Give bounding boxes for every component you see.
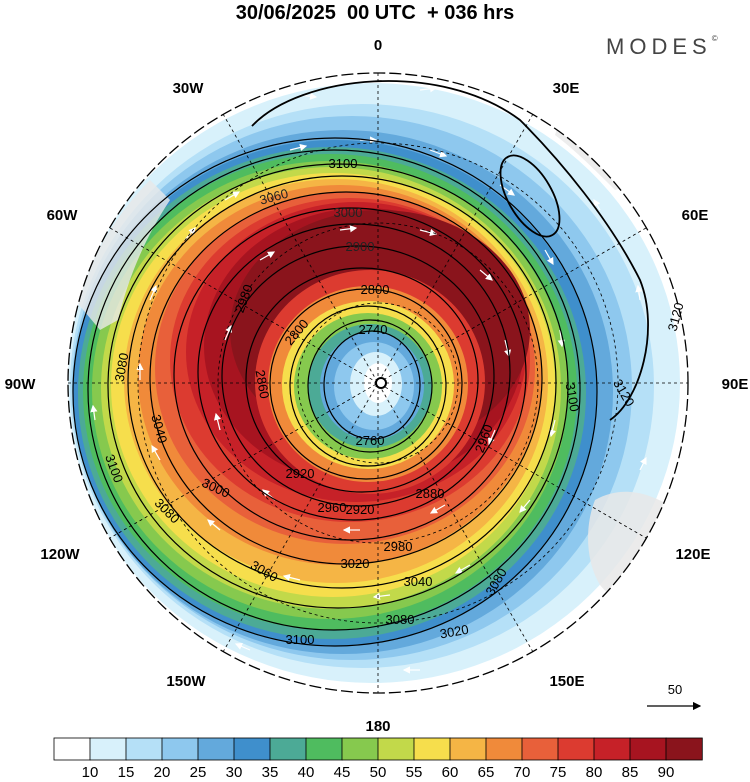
- colorbar-tick-label: 55: [406, 764, 423, 781]
- map-border: [67, 72, 689, 694]
- colorbar-swatch: [485, 737, 523, 761]
- contour-label: 3100: [329, 156, 358, 171]
- contour-label: 3000: [334, 205, 363, 220]
- colorbar-tick-label: 90: [658, 764, 675, 781]
- contour-label: 2880: [416, 486, 445, 501]
- contour-label: 2760: [356, 433, 385, 448]
- colorbar-swatch: [269, 737, 307, 761]
- contour-label: 2860: [253, 369, 273, 400]
- lon-label-90e: 90E: [722, 376, 749, 393]
- contour-label: 3100: [286, 632, 315, 647]
- title-date: 30/06/2025: [235, 2, 336, 24]
- colorbar-swatch: [521, 737, 559, 761]
- lon-label-120e: 120E: [675, 546, 710, 563]
- contour-label: 3060: [258, 186, 290, 208]
- colorbar-tick-label: 50: [370, 764, 387, 781]
- contour-label: 2800: [361, 282, 390, 297]
- title-lead: + 036 hrs: [426, 2, 515, 24]
- colorbar-tick-label: 20: [154, 764, 171, 781]
- contour-label: 2980: [384, 539, 413, 554]
- map-title: 30/06/2025 00 UTC + 036 hrs: [0, 0, 750, 26]
- contour-label: 2740: [359, 322, 388, 337]
- brand-mark: ©: [711, 34, 718, 43]
- contour-label: 3020: [439, 622, 470, 642]
- colorbar-swatch: [161, 737, 199, 761]
- colorbar-swatch: [665, 737, 703, 761]
- lon-label-120w: 120W: [40, 546, 80, 563]
- contour-label: 2920: [286, 466, 315, 481]
- colorbar-swatch: [377, 737, 415, 761]
- colorbar-tick-label: 35: [262, 764, 279, 781]
- colorbar-tick-label: 60: [442, 764, 459, 781]
- colorbar-swatch: [629, 737, 667, 761]
- colorbar-tick-label: 10: [82, 764, 99, 781]
- contour-label: 3100: [563, 382, 583, 413]
- contour-label: 3120: [665, 301, 687, 333]
- contour-label: 3020: [341, 556, 370, 571]
- wind-speed-field: [68, 73, 688, 693]
- brand-name: MODES: [606, 34, 712, 59]
- lon-label-30e: 30E: [553, 80, 580, 97]
- contour-label: 3040: [148, 413, 170, 445]
- colorbar: 10 15 20 25 30 35 40 45 50 55 60 65 70 75 80 85 90: [53, 737, 703, 781]
- colorbar-tick-label: 15: [118, 764, 135, 781]
- lon-label-150w: 150W: [166, 673, 206, 690]
- colorbar-tick-label: 30: [226, 764, 243, 781]
- colorbar-swatch: [125, 737, 163, 761]
- contour-label: 2920: [346, 502, 375, 517]
- colorbar-swatches: [53, 737, 703, 761]
- colorbar-swatch: [197, 737, 235, 761]
- lon-label-60w: 60W: [47, 207, 79, 224]
- colorbar-swatch: [413, 737, 451, 761]
- colorbar-ticks: 10 15 20 25 30 35 40 45 50 55 60 65 70 75 80 85 90: [82, 764, 675, 781]
- colorbar-swatch: [233, 737, 271, 761]
- lon-label-0: 0: [374, 37, 382, 54]
- colorbar-swatch: [89, 737, 127, 761]
- contour-labels: 3100 3060 3000 2900 2800 2740 2760 2800 …: [102, 156, 686, 647]
- colorbar-tick-label: 40: [298, 764, 315, 781]
- colorbar-tick-label: 45: [334, 764, 351, 781]
- colorbar-swatch: [449, 737, 487, 761]
- contour-label: 3080: [112, 352, 132, 383]
- contour-label: 3040: [404, 574, 433, 589]
- colorbar-tick-label: 70: [514, 764, 531, 781]
- wind-reference: 50: [647, 682, 702, 711]
- contour-label: 2900: [346, 239, 375, 254]
- colorbar-tick-label: 65: [478, 764, 495, 781]
- height-contours: [72, 80, 649, 647]
- longitude-labels: 0 30E 60E 90E 120E 150E 180 150W 120W 90…: [5, 37, 749, 735]
- lon-label-30w: 30W: [173, 80, 205, 97]
- colorbar-swatch: [593, 737, 631, 761]
- colorbar-tick-label: 25: [190, 764, 207, 781]
- colorbar-tick-label: 75: [550, 764, 567, 781]
- lon-label-180: 180: [365, 718, 390, 735]
- pole-marker: [375, 377, 387, 389]
- colorbar-swatch: [53, 737, 91, 761]
- lon-label-150e: 150E: [549, 673, 584, 690]
- lon-label-60e: 60E: [682, 207, 709, 224]
- title-run: 00 UTC: [346, 2, 416, 24]
- contour-label: 3080: [386, 612, 415, 627]
- colorbar-swatch: [557, 737, 595, 761]
- colorbar-tick-label: 80: [586, 764, 603, 781]
- colorbar-swatch: [305, 737, 343, 761]
- graticule: [68, 73, 688, 693]
- lon-label-90w: 90W: [5, 376, 37, 393]
- contour-label: 2960: [318, 500, 347, 515]
- colorbar-swatch: [341, 737, 379, 761]
- colorbar-tick-label: 85: [622, 764, 639, 781]
- brand-logo: MODES©: [606, 34, 718, 60]
- wind-reference-label: 50: [668, 682, 682, 697]
